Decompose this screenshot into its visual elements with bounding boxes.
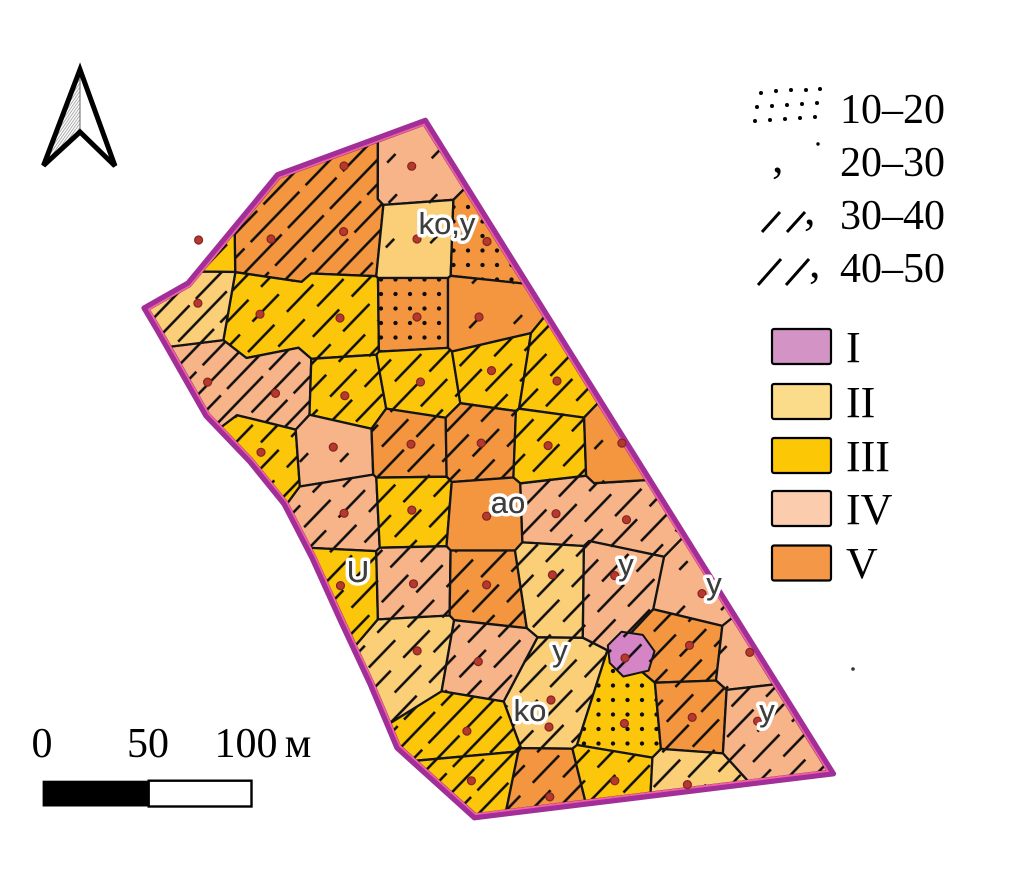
- svg-text:IV: IV: [846, 485, 893, 534]
- svg-text:III: III: [846, 432, 890, 481]
- svg-text:ao: ao: [491, 485, 525, 520]
- svg-text:100: 100: [215, 721, 278, 767]
- svg-text:y: y: [706, 566, 722, 601]
- svg-text:U: U: [347, 554, 369, 589]
- svg-text:20–30: 20–30: [840, 140, 945, 186]
- svg-text:ko,y: ko,y: [419, 206, 476, 241]
- svg-text:ko,y: ko,y: [419, 206, 476, 241]
- svg-text:II: II: [846, 378, 875, 427]
- svg-text:y: y: [618, 547, 634, 582]
- svg-text:U: U: [347, 554, 369, 589]
- svg-text:y: y: [759, 693, 775, 728]
- svg-text:ao: ao: [491, 485, 525, 520]
- svg-text:м: м: [285, 721, 312, 767]
- svg-text:y: y: [706, 566, 722, 601]
- svg-text:,: ,: [804, 183, 816, 234]
- svg-text:30–40: 30–40: [840, 193, 945, 239]
- svg-text:ko: ko: [514, 693, 547, 728]
- svg-text:y: y: [552, 633, 568, 668]
- svg-text:10–20: 10–20: [840, 87, 945, 133]
- svg-text:V: V: [846, 539, 878, 588]
- svg-text:y: y: [759, 693, 775, 728]
- svg-text:y: y: [552, 633, 568, 668]
- svg-text:50: 50: [127, 721, 169, 767]
- svg-text:y: y: [618, 547, 634, 582]
- svg-text:,: ,: [809, 236, 821, 287]
- svg-text:0: 0: [32, 721, 53, 767]
- svg-text:40–50: 40–50: [840, 246, 945, 292]
- svg-text:ko: ko: [514, 693, 547, 728]
- svg-text:I: I: [846, 323, 861, 372]
- svg-text:,: ,: [772, 131, 784, 182]
